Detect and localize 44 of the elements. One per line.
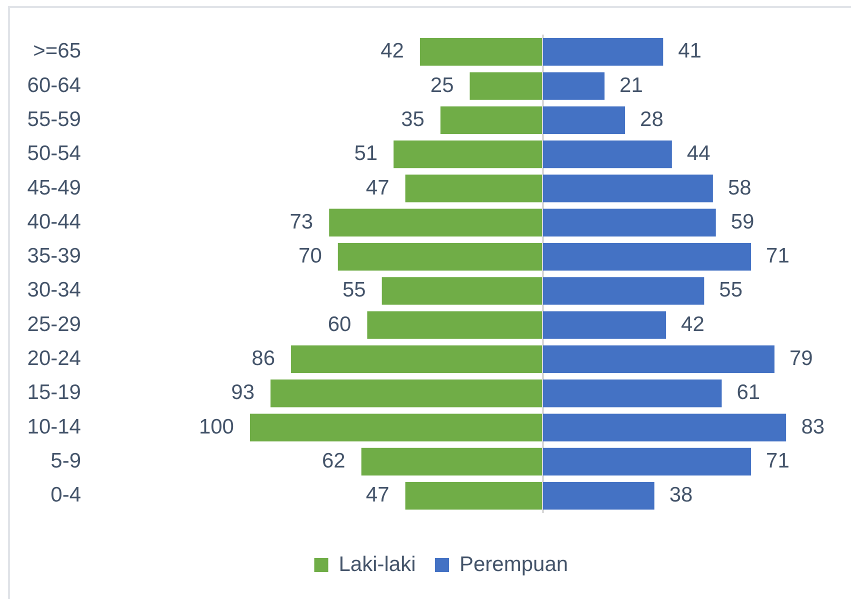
data-label: 100	[198, 415, 234, 438]
data-label: 71	[766, 449, 790, 472]
data-label: 62	[322, 449, 346, 472]
data-label: 71	[766, 244, 790, 268]
data-label: 25	[430, 74, 454, 97]
data-label: 70	[298, 244, 322, 268]
y-tick-label: 10-14	[27, 415, 82, 438]
data-label: 61	[736, 381, 760, 404]
data-label: 38	[669, 484, 693, 507]
data-label: 47	[366, 176, 390, 200]
data-label: 79	[789, 347, 813, 370]
data-label: 42	[380, 40, 404, 63]
legend-label: Laki-laki	[338, 552, 416, 576]
y-tick-label: 5-9	[50, 449, 81, 472]
y-tick-label: 60-64	[27, 74, 82, 97]
y-tick-label: 0-4	[50, 484, 82, 507]
y-tick-label: 40-44	[27, 210, 82, 234]
y-tick-label: >=65	[33, 40, 81, 63]
data-label: 28	[640, 108, 664, 131]
data-label: 35	[401, 108, 424, 131]
y-tick-label: 30-34	[27, 278, 82, 302]
data-label: 51	[354, 142, 378, 166]
y-tick-label: 45-49	[27, 176, 81, 200]
data-label: 55	[342, 278, 366, 302]
data-label: 59	[730, 210, 754, 234]
data-label: 86	[252, 347, 276, 370]
data-label: 44	[686, 142, 711, 166]
y-tick-label: 20-24	[27, 347, 82, 370]
data-label: 60	[328, 312, 352, 336]
y-tick-label: 15-19	[27, 381, 81, 404]
data-label: 21	[620, 74, 643, 97]
data-label: 47	[366, 484, 390, 507]
y-tick-label: 50-54	[27, 142, 82, 166]
y-tick-label: 55-59	[27, 108, 81, 131]
data-label: 58	[728, 176, 752, 200]
y-tick-label: 35-39	[27, 244, 81, 268]
data-label: 83	[801, 415, 825, 438]
y-tick-label: 25-29	[27, 312, 81, 336]
data-label: 55	[719, 278, 743, 302]
legend-label: Perempuan	[460, 552, 568, 576]
data-label: 41	[678, 40, 702, 63]
data-label: 73	[290, 210, 314, 234]
data-label: 93	[231, 381, 255, 404]
data-label: 42	[681, 312, 704, 336]
